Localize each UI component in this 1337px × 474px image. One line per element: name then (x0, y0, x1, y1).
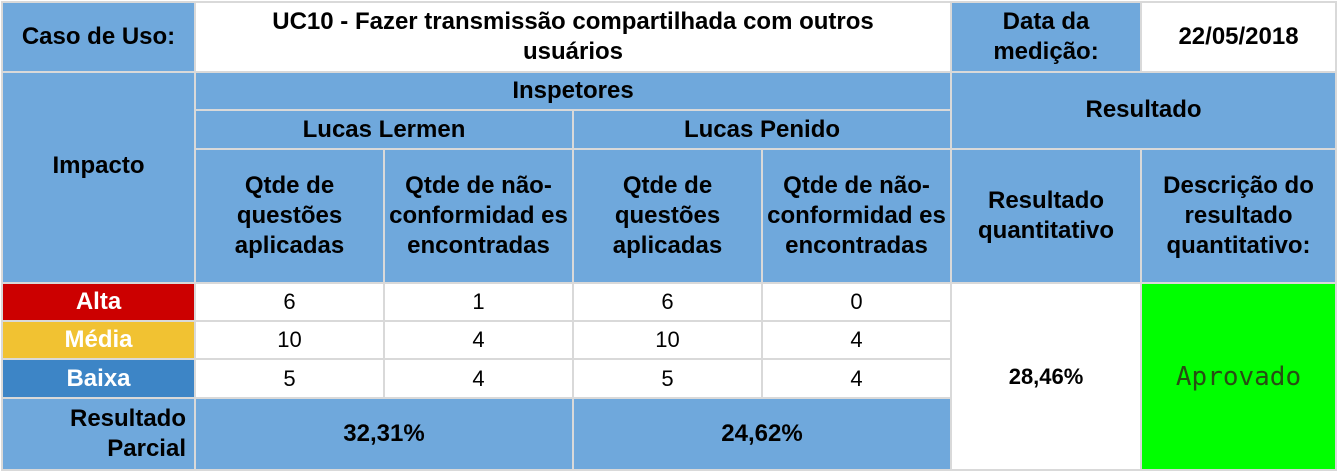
inspector-1-name: Lucas Lermen (194, 109, 574, 150)
inspector-1-questions-header: Qtde de questões aplicadas (194, 147, 385, 285)
table-cell: 10 (572, 320, 763, 361)
quantitative-result-header: Resultado quantitativo (950, 147, 1143, 285)
table-cell: 10 (194, 320, 385, 361)
inspector-2-questions-header: Qtde de questões aplicadas (572, 147, 763, 285)
table-cell: 4 (383, 358, 574, 399)
table-cell: 6 (572, 282, 763, 323)
inspector-2-nonconformities-header: Qtde de não-conformidad es encontradas (760, 147, 953, 285)
final-quantitative-result: 28,46% (950, 282, 1143, 471)
impact-alta: Alta (1, 282, 196, 323)
inspector-2-name: Lucas Penido (571, 109, 953, 150)
table-cell: 4 (383, 320, 574, 361)
table-cell: 4 (760, 320, 953, 361)
table-cell: 0 (760, 282, 953, 323)
table-cell: 5 (194, 358, 385, 399)
measurement-date-label: Data da medição: (950, 0, 1143, 74)
result-header: Resultado (950, 71, 1337, 150)
inspector-2-partial-result: 24,62% (571, 396, 953, 472)
use-case-label: Caso de Uso: (1, 0, 196, 74)
inspectors-header: Inspetores (193, 71, 953, 112)
impact-baixa: Baixa (1, 358, 196, 399)
final-description-approved: Aprovado (1140, 282, 1337, 471)
table-cell: 6 (194, 282, 385, 323)
table-cell: 5 (572, 358, 763, 399)
inspector-1-partial-result: 32,31% (194, 396, 574, 472)
measurement-date-value: 22/05/2018 (1140, 0, 1337, 74)
impact-media: Média (1, 320, 196, 361)
use-case-value: UC10 - Fazer transmissão compartilhada c… (193, 0, 953, 74)
quantitative-description-header: Descrição do resultado quantitativo: (1140, 147, 1337, 285)
impact-header: Impacto (1, 71, 196, 285)
table-cell: 4 (760, 358, 953, 399)
table-cell: 1 (383, 282, 574, 323)
inspector-1-nonconformities-header: Qtde de não-conformidad es encontradas (383, 147, 574, 285)
partial-result-label: Resultado Parcial (1, 396, 196, 472)
